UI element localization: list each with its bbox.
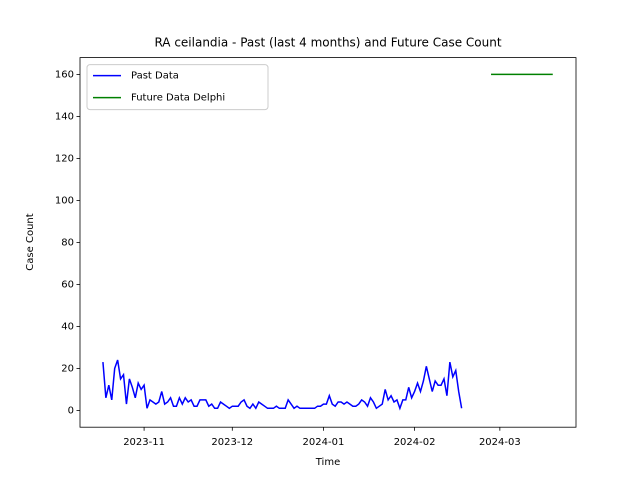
legend-box [86, 64, 269, 111]
x-tick-label: 2023-12 [211, 437, 253, 448]
y-tick-label: 60 [61, 279, 74, 290]
y-tick-label: 120 [55, 153, 74, 164]
chart-title: RA ceilandia - Past (last 4 months) and … [154, 36, 501, 50]
y-tick-label: 160 [55, 69, 74, 80]
x-tick-label: 2023-11 [123, 437, 165, 448]
y-tick-label: 140 [55, 111, 74, 122]
legend-label: Future Data Delphi [131, 93, 225, 104]
y-tick-label: 40 [61, 321, 74, 332]
legend-label: Past Data [131, 71, 179, 82]
y-axis-label: Case Count [25, 213, 36, 270]
y-tick-label: 0 [68, 405, 74, 416]
x-tick-label: 2024-02 [394, 437, 436, 448]
series-line [102, 359, 463, 411]
y-tick-label: 100 [55, 195, 74, 206]
x-axis-label: Time [315, 457, 340, 468]
x-tick-label: 2024-03 [479, 437, 521, 448]
y-tick-label: 80 [61, 237, 74, 248]
plot-frame [79, 57, 577, 428]
y-tick-label: 20 [61, 363, 74, 374]
x-tick-label: 2024-01 [303, 437, 345, 448]
